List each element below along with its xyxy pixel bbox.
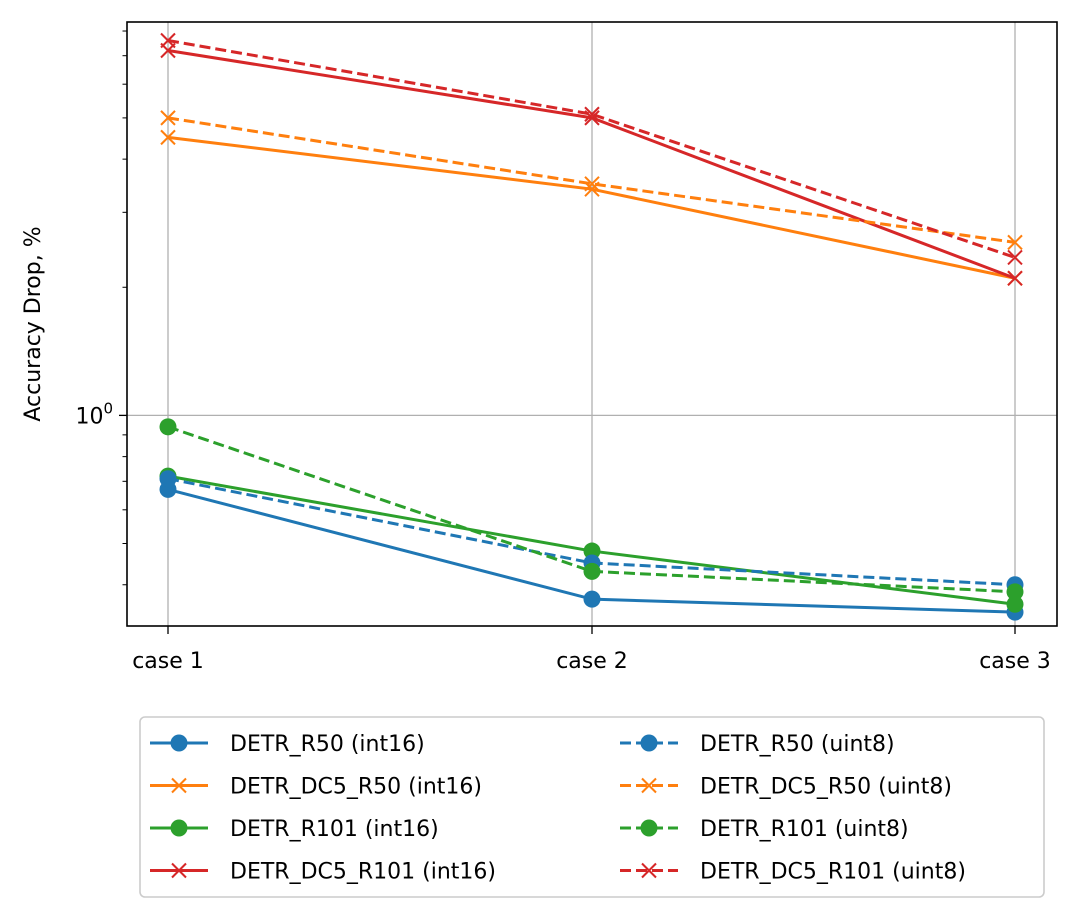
data-point-detr-r50-uint8 <box>159 470 177 488</box>
legend-marker <box>171 862 187 879</box>
data-point-detr-dc5-r101-uint8 <box>160 32 176 49</box>
legend-item-detr-r101-int16: DETR_R101 (int16) <box>150 817 439 842</box>
y-axis: 100 <box>75 399 127 429</box>
legend-label: DETR_R50 (uint8) <box>700 732 895 757</box>
data-point-detr-dc5-r50-uint8 <box>160 110 176 126</box>
legend-label: DETR_DC5_R101 (int16) <box>230 860 496 885</box>
data-point-detr-dc5-r50-int16 <box>160 129 176 146</box>
legend-item-detr-dc5-r50-uint8: DETR_DC5_R50 (uint8) <box>620 775 952 800</box>
legend-item-detr-r50-int16: DETR_R50 (int16) <box>150 732 425 757</box>
legend-item-detr-r101-uint8: DETR_R101 (uint8) <box>620 817 909 842</box>
series-line-detr-r101-uint8 <box>167 425 1016 594</box>
legend-marker <box>640 734 658 752</box>
series-detr-r101-uint8 <box>159 418 1024 601</box>
x-axis: case 1 case 2 case 3 <box>132 626 1051 674</box>
data-point-detr-dc5-r101-uint8 <box>1007 249 1023 266</box>
legend-label: DETR_DC5_R50 (uint8) <box>700 775 952 800</box>
legend-marker <box>641 777 657 794</box>
data-point-detr-r101-uint8 <box>1006 583 1024 601</box>
data-point-detr-r101-int16 <box>583 542 601 560</box>
data-point-detr-r101-int16 <box>1006 595 1024 613</box>
legend-marker <box>170 819 188 837</box>
legend-item-detr-dc5-r101-int16: DETR_DC5_R101 (int16) <box>150 860 496 885</box>
legend-item-detr-r50-uint8: DETR_R50 (uint8) <box>620 732 895 757</box>
legend-label: DETR_R101 (int16) <box>230 817 439 842</box>
legend-marker <box>171 777 187 794</box>
data-point-detr-r101-uint8 <box>583 562 601 580</box>
y-axis-label: Accuracy Drop, % <box>21 226 46 421</box>
series-detr-dc5-r50-uint8 <box>160 110 1023 251</box>
legend: DETR_R50 (int16) DETR_DC5_R50 (int16) DETR… <box>139 716 1045 898</box>
series-layer <box>159 32 1024 621</box>
legend-box <box>139 716 1045 898</box>
legend-item-detr-dc5-r101-uint8: DETR_DC5_R101 (uint8) <box>620 860 966 885</box>
data-point-detr-dc5-r101-int16 <box>1007 270 1023 286</box>
series-detr-dc5-r101-uint8 <box>160 32 1023 266</box>
legend-label: DETR_DC5_R101 (uint8) <box>700 860 966 885</box>
series-line-detr-dc5-r101-uint8 <box>167 39 1016 259</box>
legend-label: DETR_R50 (int16) <box>230 732 425 757</box>
data-point-detr-r50-int16 <box>583 590 601 608</box>
legend-marker <box>640 819 658 837</box>
x-tick-label: case 3 <box>979 649 1051 674</box>
legend-label: DETR_DC5_R50 (int16) <box>230 775 482 800</box>
grid <box>127 22 1057 626</box>
data-point-detr-dc5-r50-uint8 <box>584 176 600 192</box>
series-detr-dc5-r101-int16 <box>160 42 1023 286</box>
legend-item-detr-dc5-r50-int16: DETR_DC5_R50 (int16) <box>150 775 482 800</box>
x-tick-label: case 2 <box>556 649 628 674</box>
data-point-detr-dc5-r50-uint8 <box>1007 234 1023 251</box>
data-point-detr-dc5-r101-uint8 <box>584 106 600 122</box>
series-line-detr-dc5-r50-uint8 <box>167 116 1016 244</box>
legend-marker <box>641 862 657 879</box>
y-tick-label: 100 <box>75 399 113 429</box>
legend-marker <box>170 734 188 752</box>
legend-label: DETR_R101 (uint8) <box>700 817 909 842</box>
x-tick-label: case 1 <box>132 649 204 674</box>
data-point-detr-r101-uint8 <box>159 418 177 436</box>
